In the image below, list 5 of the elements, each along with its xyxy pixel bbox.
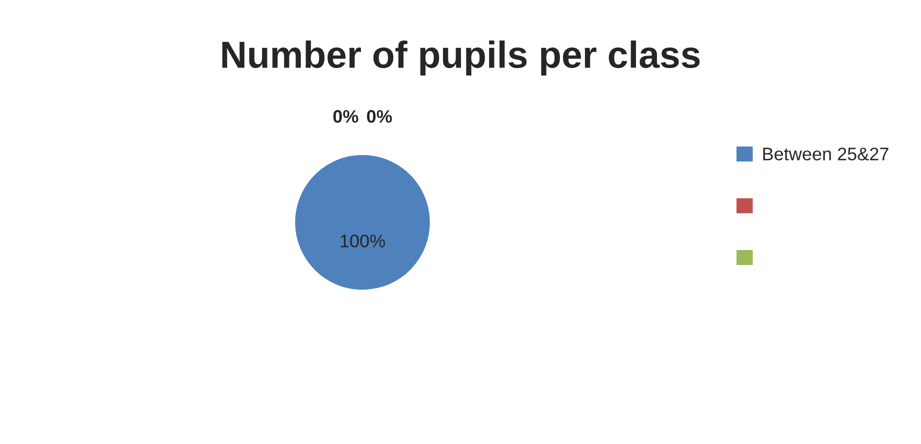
- text: 0%: [367, 110, 392, 123]
- legend-label: Between 25&27: [763, 148, 888, 160]
- chart-title: Number of pupils per class: [222, 40, 700, 76]
- data-label: 100%: [340, 234, 385, 248]
- text: 0%: [333, 110, 358, 123]
